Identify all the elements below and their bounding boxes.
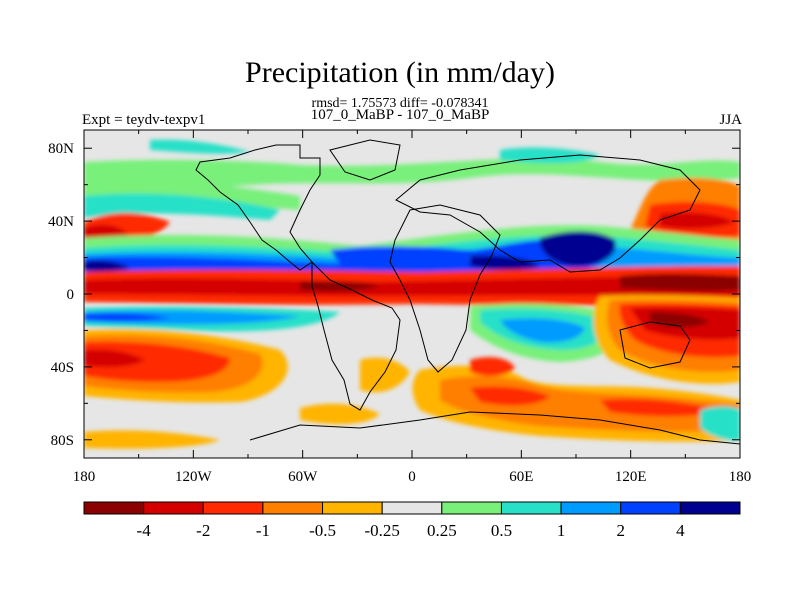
colorbar-box bbox=[381, 501, 443, 515]
colorbar-label: 2 bbox=[616, 521, 625, 540]
south-america-outline bbox=[311, 260, 401, 411]
colorbar-label: 4 bbox=[676, 521, 685, 540]
colorbar-labels: -4 -2 -1 -0.5 -0.25 0.25 0.5 1 2 4 bbox=[137, 521, 686, 540]
x-tick-label: 180 bbox=[73, 469, 96, 485]
indian-ocean-lightblue bbox=[500, 318, 585, 343]
south-pacific-lightblue bbox=[84, 310, 300, 325]
south-pacific-blue bbox=[84, 313, 170, 322]
pacific-darkred-core bbox=[620, 273, 740, 291]
north-pacific-green bbox=[84, 181, 300, 210]
south-pacific-darkred bbox=[84, 349, 145, 368]
x-tick-label: 120E bbox=[615, 469, 647, 485]
y-tick-label: 40S bbox=[51, 360, 74, 376]
x-tick-label: 180 bbox=[729, 469, 752, 485]
colorbar-label: -0.5 bbox=[309, 521, 336, 540]
colorbar-label: -0.25 bbox=[364, 521, 399, 540]
central-pacific-navy bbox=[84, 260, 130, 272]
south-america-yellow bbox=[360, 357, 410, 393]
chart-subtitle: 107_0_MaBP - 107_0_MaBP bbox=[310, 107, 490, 123]
colorbar-box bbox=[500, 501, 562, 515]
colorbar-box bbox=[83, 501, 145, 515]
coastlines bbox=[195, 139, 740, 445]
colorbar-label: -2 bbox=[196, 521, 210, 540]
southern-ocean-red bbox=[470, 386, 550, 406]
colorbar-label: 0.25 bbox=[427, 521, 457, 540]
x-tick-label: 60W bbox=[288, 469, 318, 485]
arctic-green-band bbox=[84, 158, 740, 193]
africa-blue bbox=[330, 246, 480, 265]
colorbar-box bbox=[322, 501, 383, 515]
axis-ticks bbox=[83, 130, 741, 458]
madagascar-red bbox=[470, 357, 515, 377]
colorbar-box bbox=[679, 501, 741, 515]
atlantic-darkred-core bbox=[300, 281, 380, 292]
y-tick-label: 0 bbox=[67, 287, 75, 303]
antarctica-outline bbox=[249, 411, 740, 445]
x-tick-label: 120W bbox=[175, 469, 213, 485]
north-america-outline bbox=[195, 144, 321, 271]
australia-outline bbox=[619, 321, 691, 369]
antarctic-yellow bbox=[300, 403, 380, 425]
colorbar-box bbox=[143, 501, 204, 515]
colorbar-label: 1 bbox=[557, 521, 566, 540]
colorbar-label: -4 bbox=[137, 521, 152, 540]
colorbar-label: -1 bbox=[256, 521, 270, 540]
y-tick-label: 40N bbox=[48, 214, 74, 230]
asian-monsoon-navy bbox=[539, 231, 616, 267]
colorbar-boxes bbox=[83, 501, 741, 515]
colorbar-label: 0.5 bbox=[491, 521, 512, 540]
greenland-outline bbox=[329, 139, 401, 181]
y-tick-label: 80S bbox=[51, 433, 74, 449]
colorbar-box bbox=[620, 501, 681, 515]
axis-labels: 180 120W 60W 0 60E 120E 180 80N 40N 0 40S 80S bbox=[48, 141, 751, 485]
y-tick-label: 80N bbox=[48, 141, 74, 157]
south-indian-red bbox=[600, 398, 720, 417]
chart-title: Precipitation (in mm/day) bbox=[245, 56, 555, 89]
colorbar-box bbox=[441, 501, 502, 515]
anomaly-field bbox=[84, 139, 740, 449]
colorbar-box bbox=[262, 501, 324, 515]
tropical-darkred-band bbox=[84, 276, 740, 296]
colorbar-box bbox=[202, 501, 264, 515]
east-asia-darkred bbox=[660, 212, 735, 229]
x-tick-label: 0 bbox=[408, 469, 416, 485]
arabian-sea-navy bbox=[470, 255, 540, 270]
arctic-cyan-patch bbox=[150, 139, 250, 154]
africa-outline bbox=[389, 204, 501, 373]
colorbar-box bbox=[560, 501, 622, 515]
antarctic-coast-yellow bbox=[84, 430, 220, 449]
eurasia-outline bbox=[395, 154, 701, 273]
stats-line: rmsd= 1.75573 diff= -0.078341 bbox=[311, 96, 489, 111]
x-tick-label: 60E bbox=[509, 469, 533, 485]
season-label: JJA bbox=[719, 112, 742, 128]
experiment-label: Expt = teydv-texpv1 bbox=[82, 112, 206, 128]
west-pacific-core bbox=[650, 312, 710, 328]
south-pacific-cyan-patch bbox=[700, 406, 740, 441]
